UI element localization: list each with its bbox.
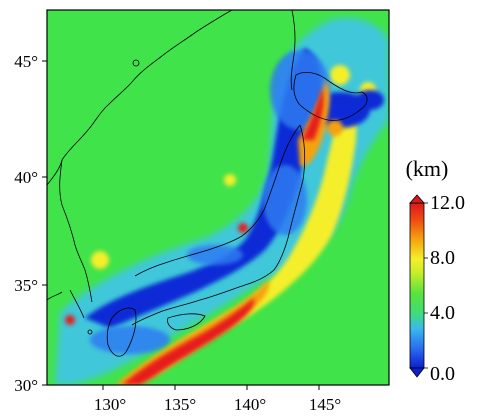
colorbar-label: 12.0 — [430, 192, 465, 214]
colorbar-unit: (km) — [406, 156, 449, 181]
lon-tick-label: 140° — [234, 395, 266, 414]
colorbar-label: 4.0 — [430, 302, 455, 324]
colorbar: (km) 12.0 8.0 4.0 0.0 — [406, 156, 465, 385]
anomaly-yellow — [91, 65, 376, 385]
colorbar-max-triangle — [409, 194, 425, 204]
colorbar-label: 8.0 — [430, 247, 455, 269]
latitude-axis: 45° 40° 35° 30° — [14, 52, 38, 395]
longitude-axis: 130° 135° 140° 145° — [94, 395, 341, 414]
lon-tick-label: 135° — [164, 395, 196, 414]
lat-tick-label: 35° — [14, 276, 38, 295]
colorbar-label: 0.0 — [430, 363, 455, 385]
lon-tick-label: 145° — [309, 395, 341, 414]
coastlines — [47, 10, 368, 357]
anomaly-red — [65, 88, 324, 385]
colorbar-min-triangle — [409, 367, 425, 378]
map-panel — [42, 9, 390, 390]
axis-ticks — [42, 60, 320, 390]
lon-tick-label: 130° — [94, 395, 126, 414]
lat-tick-label: 40° — [14, 168, 38, 187]
colorbar-gradient — [409, 202, 425, 369]
lat-tick-label: 30° — [14, 376, 38, 395]
lat-tick-label: 45° — [14, 52, 38, 71]
